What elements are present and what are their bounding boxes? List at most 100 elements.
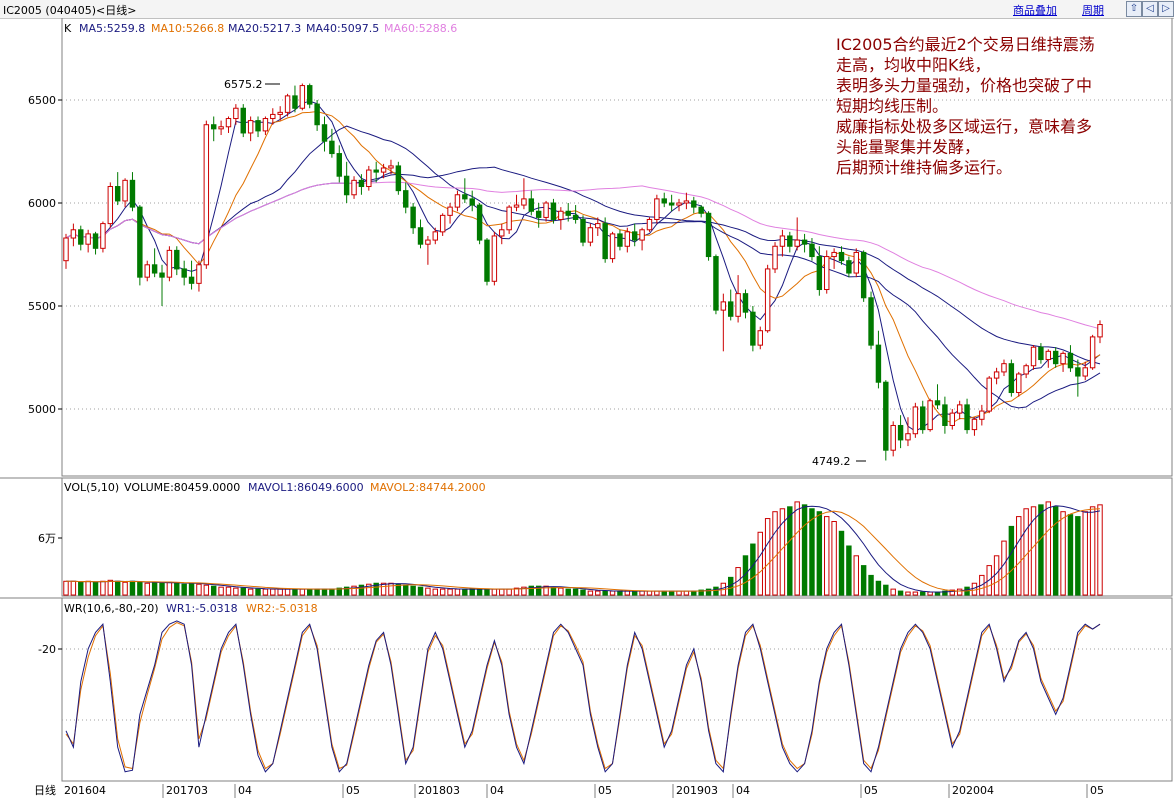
candle-down bbox=[321, 124, 328, 142]
candle-up bbox=[587, 227, 594, 243]
candle-up bbox=[831, 251, 837, 258]
x-axis-label: 05 bbox=[864, 784, 878, 797]
candle-up bbox=[676, 202, 682, 206]
candle-up bbox=[366, 169, 372, 188]
analysis-annotation: IC2005合约最近2个交易日维持震荡走高，均收中阳K线，表明多头力量强劲，价格… bbox=[836, 35, 1095, 177]
volume-bar bbox=[860, 565, 867, 596]
candle-up bbox=[986, 377, 992, 412]
x-axis-label: 201903 bbox=[676, 784, 718, 797]
candle-up bbox=[595, 223, 601, 229]
price-axis: 6500 6000 5500 5000 bbox=[28, 94, 62, 416]
grid-lines bbox=[62, 99, 1172, 721]
volume-bar bbox=[809, 508, 815, 596]
volume-bar bbox=[691, 590, 697, 596]
candle-up bbox=[1045, 350, 1052, 361]
candle-up bbox=[122, 179, 128, 202]
volume-bar bbox=[314, 588, 320, 596]
overlay-commodity-link[interactable]: 商品叠加 bbox=[1013, 4, 1057, 17]
volume-bar bbox=[159, 582, 165, 596]
volume-bar bbox=[757, 531, 763, 596]
mavol2-value: MAVOL2:84744.2000 bbox=[370, 481, 486, 494]
volume-bar bbox=[550, 586, 557, 596]
x-axis-label: 202004 bbox=[952, 784, 994, 797]
high-price-label: 6575.2 bbox=[224, 78, 263, 91]
price-tick-label: 5000 bbox=[28, 403, 56, 416]
volume-bar bbox=[535, 585, 542, 596]
volume-bar bbox=[513, 587, 520, 596]
volume-bar bbox=[617, 590, 623, 596]
scroll-left-button[interactable]: ◁ bbox=[1142, 1, 1158, 17]
candle-up bbox=[853, 251, 859, 274]
candle-up bbox=[425, 239, 431, 245]
annotation-line: 后期预计维持偏多运行。 bbox=[836, 158, 1012, 177]
volume-bar bbox=[395, 583, 402, 596]
volume-bar bbox=[631, 590, 638, 596]
candle-up bbox=[558, 210, 564, 220]
volume-bar bbox=[225, 586, 232, 596]
candle-up bbox=[351, 179, 357, 196]
volume-bar bbox=[417, 586, 424, 596]
candle-down bbox=[462, 194, 468, 200]
candle-up bbox=[1001, 363, 1007, 373]
candle-down bbox=[78, 229, 84, 245]
price-tick-label: 6000 bbox=[28, 197, 56, 210]
candle-down bbox=[358, 179, 365, 188]
volume-bar bbox=[528, 585, 535, 596]
candle-up bbox=[735, 293, 741, 317]
candle-down bbox=[550, 202, 557, 220]
volume-bar bbox=[831, 521, 837, 596]
volume-bar bbox=[469, 588, 475, 596]
candle-up bbox=[447, 206, 453, 216]
volume-bar bbox=[351, 585, 357, 596]
volume-bar bbox=[676, 590, 682, 596]
volume-bar bbox=[85, 580, 91, 596]
volume-bar bbox=[846, 545, 852, 596]
candle-down bbox=[631, 231, 638, 241]
volume-bar bbox=[196, 583, 202, 596]
candle-down bbox=[240, 107, 246, 134]
candle-up bbox=[166, 249, 173, 278]
candle-up bbox=[225, 118, 232, 128]
candle-down bbox=[920, 406, 926, 431]
volume-bar bbox=[366, 583, 372, 596]
volume-bar bbox=[905, 591, 911, 596]
volume-bar bbox=[188, 582, 195, 596]
candle-down bbox=[469, 198, 475, 206]
volume-bar bbox=[883, 584, 889, 596]
volume-bar bbox=[388, 582, 394, 596]
candle-up bbox=[277, 111, 283, 115]
candle-down bbox=[1075, 367, 1081, 377]
candle-up bbox=[299, 85, 306, 109]
volume-bar bbox=[181, 583, 187, 596]
volume-bar bbox=[1067, 514, 1074, 596]
period-link[interactable]: 周期 bbox=[1082, 4, 1104, 17]
candle-up bbox=[388, 165, 394, 169]
candle-up bbox=[144, 264, 150, 278]
scroll-right-button[interactable]: ▷ bbox=[1158, 1, 1174, 17]
volume-bar bbox=[890, 588, 896, 596]
volume-bar bbox=[203, 584, 210, 596]
x-axis-label: 05 bbox=[346, 784, 360, 797]
chart-title: IC2005 (040405)<日线> bbox=[3, 4, 137, 17]
candle-up bbox=[1016, 373, 1022, 394]
scroll-up-button[interactable]: ⇧ bbox=[1126, 1, 1142, 17]
candle-up bbox=[543, 202, 549, 218]
candlesticks bbox=[63, 83, 1103, 461]
candle-down bbox=[410, 206, 416, 229]
candle-up bbox=[993, 371, 1000, 379]
candle-up bbox=[979, 410, 985, 420]
volume-bar bbox=[587, 590, 594, 596]
candle-down bbox=[292, 95, 298, 109]
volume-bar bbox=[447, 588, 453, 596]
candle-down bbox=[114, 186, 121, 202]
candle-down bbox=[535, 210, 542, 218]
volume-bar bbox=[742, 555, 749, 596]
volume-bar bbox=[698, 589, 704, 596]
volume-bar bbox=[705, 588, 712, 596]
candle-down bbox=[572, 214, 579, 220]
vol-legend-prefix: VOL(5,10) bbox=[64, 481, 119, 494]
chart-canvas[interactable]: 6500 6000 5500 5000 K MA5:5259.8 MA10:5266.… bbox=[0, 18, 1174, 798]
volume-bar bbox=[1023, 508, 1029, 596]
volume-bar bbox=[853, 555, 859, 596]
volume-bar bbox=[543, 585, 549, 596]
